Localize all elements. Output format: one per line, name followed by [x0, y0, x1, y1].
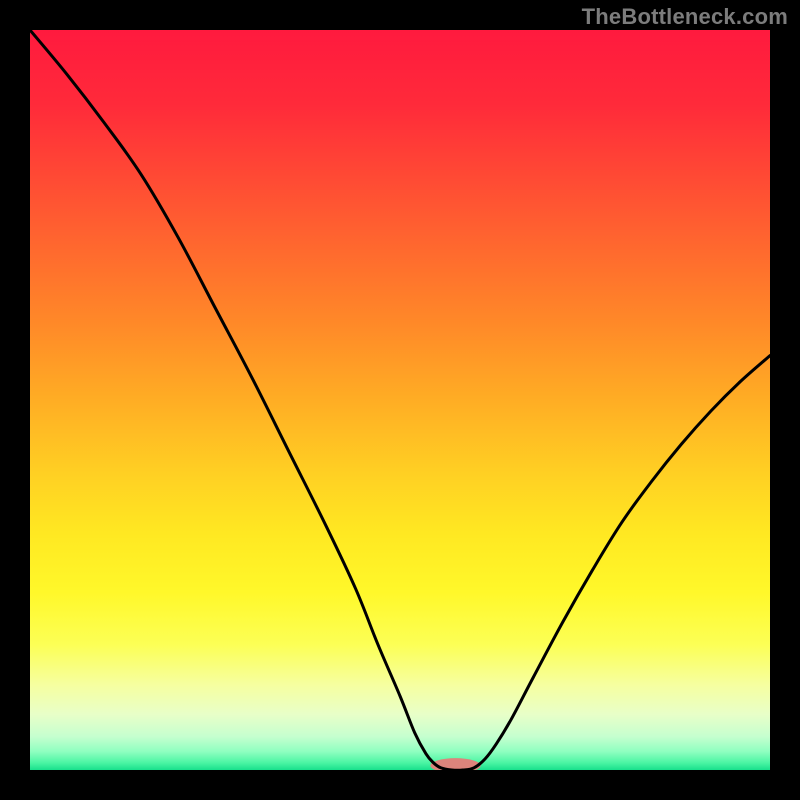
plot-area	[30, 30, 770, 770]
chart-svg	[30, 30, 770, 770]
chart-container: TheBottleneck.com	[0, 0, 800, 800]
watermark-text: TheBottleneck.com	[582, 4, 788, 30]
gradient-background	[30, 30, 770, 770]
